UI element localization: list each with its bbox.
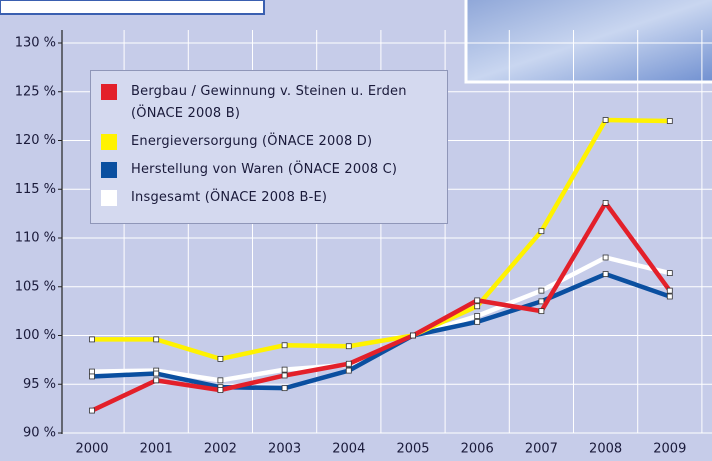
- y-tick-label: 130 %: [15, 36, 56, 51]
- legend-item: Insgesamt (ÖNACE 2008 B-E): [101, 187, 437, 209]
- x-tick-label: 2003: [268, 442, 301, 457]
- legend-label: Herstellung von Waren (ÖNACE 2008 C): [131, 162, 398, 177]
- x-tick-label: 2006: [461, 442, 494, 457]
- data-point: [345, 343, 352, 350]
- data-point: [89, 336, 95, 343]
- data-point: [217, 387, 224, 394]
- data-point: [538, 308, 545, 315]
- data-point: [666, 287, 673, 294]
- y-tick-label: 95 %: [23, 377, 56, 392]
- data-point: [281, 385, 288, 392]
- data-point: [217, 355, 224, 362]
- legend-swatch: [101, 190, 117, 206]
- data-point: [281, 366, 288, 373]
- legend-label: Insgesamt (ÖNACE 2008 B-E): [131, 190, 328, 205]
- y-tick-label: 115 %: [15, 182, 56, 197]
- data-point: [602, 117, 609, 123]
- x-tick-label: 2007: [525, 442, 558, 457]
- legend-item: Herstellung von Waren (ÖNACE 2008 C): [101, 159, 437, 181]
- legend-swatch: [101, 84, 117, 100]
- data-point: [474, 297, 481, 304]
- data-point: [666, 293, 673, 300]
- data-point: [281, 372, 288, 379]
- data-point: [538, 298, 545, 305]
- y-tick-label: 100 %: [15, 328, 56, 343]
- data-point: [474, 313, 481, 319]
- data-point: [153, 370, 160, 377]
- x-tick-label: 2004: [332, 442, 365, 457]
- data-point: [89, 368, 95, 375]
- y-tick-label: 90 %: [23, 426, 56, 441]
- data-point: [602, 254, 609, 261]
- x-tick-label: 2009: [653, 442, 686, 457]
- legend-item: Energieversorgung (ÖNACE 2008 D): [101, 131, 437, 153]
- data-point: [538, 287, 545, 294]
- data-point: [345, 367, 352, 374]
- y-tick-label: 110 %: [15, 231, 56, 246]
- data-point: [666, 270, 673, 277]
- x-tick-label: 2001: [140, 442, 173, 457]
- x-tick-label: 2002: [204, 442, 237, 457]
- data-point: [602, 199, 609, 206]
- data-point: [153, 336, 160, 343]
- data-point: [474, 318, 481, 325]
- legend-swatch: [101, 134, 117, 150]
- data-point: [153, 377, 160, 384]
- x-tick-label: 2008: [589, 442, 622, 457]
- data-point: [217, 377, 224, 384]
- series-line: [91, 271, 671, 391]
- data-point: [666, 118, 673, 124]
- legend: Bergbau / Gewinnung v. Steinen u. Erden …: [90, 70, 448, 224]
- data-point: [410, 332, 416, 339]
- x-tick-label: 2000: [75, 442, 108, 457]
- header-photo: [464, 0, 712, 84]
- x-tick-label: 2005: [396, 442, 429, 457]
- data-point: [602, 271, 609, 277]
- series-line: [92, 117, 670, 362]
- data-point: [89, 407, 95, 414]
- legend-item: Bergbau / Gewinnung v. Steinen u. Erden …: [101, 81, 437, 125]
- data-point: [281, 342, 288, 349]
- series-line: [91, 200, 672, 413]
- y-tick-label: 120 %: [15, 133, 56, 148]
- data-point: [474, 303, 481, 310]
- data-point: [538, 228, 545, 235]
- header-box: [0, 0, 265, 15]
- data-point: [89, 373, 95, 380]
- legend-label: Energieversorgung (ÖNACE 2008 D): [131, 134, 373, 149]
- legend-swatch: [101, 162, 117, 178]
- y-tick-label: 125 %: [15, 84, 56, 99]
- data-point: [345, 360, 352, 367]
- y-tick-label: 105 %: [15, 279, 56, 294]
- legend-label: Bergbau / Gewinnung v. Steinen u. Erden …: [131, 84, 407, 121]
